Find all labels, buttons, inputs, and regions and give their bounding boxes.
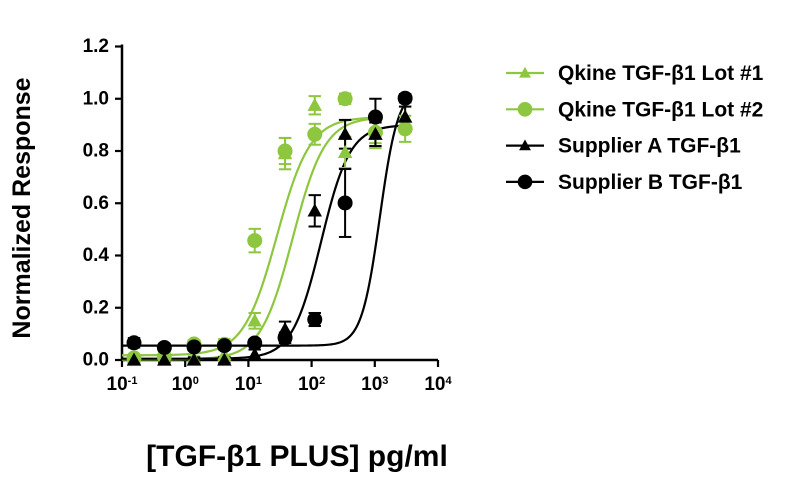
svg-text:Qkine TGF-β1 Lot #2: Qkine TGF-β1 Lot #2 (558, 98, 763, 121)
svg-text:0.0: 0.0 (83, 350, 109, 371)
svg-text:0.4: 0.4 (83, 245, 110, 266)
svg-text:Supplier B TGF-β1: Supplier B TGF-β1 (558, 171, 743, 194)
svg-text:0.2: 0.2 (83, 297, 109, 318)
svg-text:102: 102 (298, 374, 325, 395)
svg-text:103: 103 (361, 374, 388, 395)
svg-text:1.2: 1.2 (83, 36, 109, 57)
svg-text:104: 104 (424, 374, 452, 395)
svg-text:0.8: 0.8 (83, 141, 109, 162)
svg-text:Qkine TGF-β1 Lot #1: Qkine TGF-β1 Lot #1 (558, 62, 764, 85)
svg-text:100: 100 (172, 374, 199, 395)
svg-text:0.6: 0.6 (83, 193, 109, 214)
svg-text:1.0: 1.0 (83, 88, 109, 109)
svg-text:101: 101 (235, 374, 262, 395)
svg-text:Supplier A TGF-β1: Supplier A TGF-β1 (558, 135, 741, 158)
svg-text:10-1: 10-1 (107, 374, 138, 395)
